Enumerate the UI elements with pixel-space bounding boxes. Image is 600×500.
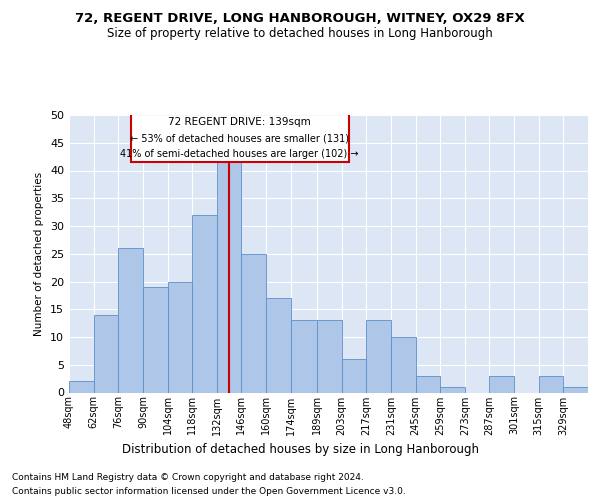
Text: Distribution of detached houses by size in Long Hanborough: Distribution of detached houses by size …	[121, 442, 479, 456]
Bar	[94, 315, 118, 392]
Bar	[391, 337, 416, 392]
Bar	[440, 387, 465, 392]
Bar	[69, 382, 94, 392]
Bar	[539, 376, 563, 392]
Bar	[266, 298, 290, 392]
Text: Contains public sector information licensed under the Open Government Licence v3: Contains public sector information licen…	[12, 488, 406, 496]
Text: Contains HM Land Registry data © Crown copyright and database right 2024.: Contains HM Land Registry data © Crown c…	[12, 472, 364, 482]
Bar	[367, 320, 391, 392]
Text: 72 REGENT DRIVE: 139sqm: 72 REGENT DRIVE: 139sqm	[168, 117, 311, 127]
Bar	[192, 215, 217, 392]
Bar	[317, 320, 341, 392]
Bar	[290, 320, 317, 392]
FancyBboxPatch shape	[131, 114, 349, 162]
Bar	[143, 287, 167, 393]
Bar	[118, 248, 143, 392]
Text: ← 53% of detached houses are smaller (131): ← 53% of detached houses are smaller (13…	[130, 133, 349, 143]
Bar	[341, 359, 367, 392]
Y-axis label: Number of detached properties: Number of detached properties	[34, 172, 44, 336]
Text: 72, REGENT DRIVE, LONG HANBOROUGH, WITNEY, OX29 8FX: 72, REGENT DRIVE, LONG HANBOROUGH, WITNE…	[75, 12, 525, 26]
Bar	[563, 387, 588, 392]
Bar	[416, 376, 440, 392]
Bar	[241, 254, 266, 392]
Text: Size of property relative to detached houses in Long Hanborough: Size of property relative to detached ho…	[107, 28, 493, 40]
Bar	[167, 282, 192, 393]
Bar	[217, 160, 241, 392]
Text: 41% of semi-detached houses are larger (102) →: 41% of semi-detached houses are larger (…	[121, 149, 359, 159]
Bar	[490, 376, 514, 392]
